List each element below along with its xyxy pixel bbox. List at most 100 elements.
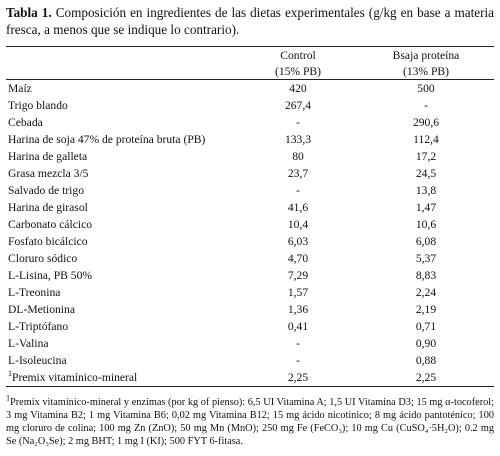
row-label: L-Triptófano (6, 318, 238, 335)
cell-text: 112,4 (413, 132, 439, 146)
cell: 0,71 (358, 318, 494, 335)
cell-text: 267,4 (284, 98, 312, 112)
cell: 1,47 (358, 199, 494, 216)
cell-text: 133,3 (284, 132, 312, 146)
cell-text: L-Triptófano (8, 319, 69, 333)
cell: - (358, 97, 494, 114)
cell-text: 80 (292, 149, 304, 163)
cell-text: Fosfato bicálcico (8, 234, 88, 248)
row-label: L-Valina (6, 335, 238, 352)
caption-text: Composición en ingredientes de las dieta… (6, 5, 494, 37)
cell-text: 4,70 (287, 251, 309, 265)
row-label: Fosfato bicálcico (6, 233, 238, 250)
cell-text: 10,6 (415, 217, 437, 231)
cell-text: 41,6 (287, 200, 309, 214)
cell: 6,03 (238, 233, 358, 250)
cell-text: Premix vitamínico-mineral (12, 370, 138, 384)
cell: 0,41 (238, 318, 358, 335)
table-row: Harina de soja 47% de proteína bruta (PB… (6, 131, 494, 148)
cell: - (238, 352, 358, 369)
cell-text: 2,24 (415, 285, 437, 299)
cell: 267,4 (238, 97, 358, 114)
table-row: Grasa mezcla 3/5 23,7 24,5 (6, 165, 494, 182)
table-row: L-Treonina 1,57 2,24 (6, 284, 494, 301)
row-label: DL-Metionina (6, 301, 238, 318)
cell-text: DL-Metionina (8, 302, 75, 316)
table-row: Cebada - 290,6 (6, 114, 494, 131)
cell-text: 2,25 (287, 370, 309, 384)
cell-text: 0,88 (415, 353, 437, 367)
cell: 23,7 (238, 165, 358, 182)
footnote-text: Premix vitamínico-mineral y enzimas (por… (6, 397, 494, 447)
table-row: Harina de galleta 80 17,2 (6, 148, 494, 165)
cell: 13,8 (358, 182, 494, 199)
cell-text: 17,2 (415, 149, 437, 163)
cell-text: Maíz (8, 81, 32, 95)
cell-text: - (296, 336, 300, 350)
table-row: Fosfato bicálcico 6,03 6,08 (6, 233, 494, 250)
cell: 17,2 (358, 148, 494, 165)
row-label: Harina de soja 47% de proteína bruta (PB… (6, 131, 238, 148)
cell: 290,6 (358, 114, 494, 131)
cell-text: 13,8 (415, 183, 437, 197)
column-name: Bsaja proteína (358, 46, 494, 63)
cell-text: - (296, 353, 300, 367)
cell-text: 6,03 (287, 234, 309, 248)
cell-text: 10,4 (287, 217, 309, 231)
table-row: Maíz 420 500 (6, 80, 494, 98)
cell: 112,4 (358, 131, 494, 148)
table-row: Cloruro sódico 4,70 5,37 (6, 250, 494, 267)
cell-text: Harina de girasol (8, 200, 88, 214)
cell-text: - (296, 183, 300, 197)
cell-text: Salvado de trigo (8, 183, 84, 197)
cell-text: 2,25 (415, 370, 437, 384)
cell: 7,29 (238, 267, 358, 284)
footnote: 1Premix vitamínico-mineral y enzimas (po… (6, 394, 494, 448)
column-sub: (13% PB) (358, 63, 494, 80)
row-label: 1Premix vitamínico-mineral (6, 369, 238, 387)
cell-text: L-Isoleucina (8, 353, 67, 367)
cell-text: 24,5 (415, 166, 437, 180)
cell-text: 500 (417, 81, 435, 95)
table-row: L-Triptófano 0,41 0,71 (6, 318, 494, 335)
cell-text: - (424, 98, 428, 112)
table-row: Carbonato cálcico 10,4 10,6 (6, 216, 494, 233)
cell-text: Harina de galleta (8, 149, 88, 163)
cell: 4,70 (238, 250, 358, 267)
row-label: Cebada (6, 114, 238, 131)
cell: 10,6 (358, 216, 494, 233)
cell: - (238, 182, 358, 199)
cell-text: 1,57 (287, 285, 309, 299)
cell: 0,90 (358, 335, 494, 352)
table-body: Maíz 420 500 Trigo blando 267,4 - Cebada - 290,6… (6, 80, 494, 387)
cell: 1,36 (238, 301, 358, 318)
cell-text: 5,37 (415, 251, 437, 265)
table-row: L-Isoleucina - 0,88 (6, 352, 494, 369)
row-label: L-Treonina (6, 284, 238, 301)
row-label: Grasa mezcla 3/5 (6, 165, 238, 182)
row-label: Trigo blando (6, 97, 238, 114)
table-row: 1Premix vitamínico-mineral 2,25 2,25 (6, 369, 494, 387)
column-name: Control (238, 46, 358, 63)
table-row: Harina de girasol 41,6 1,47 (6, 199, 494, 216)
cell-text: 23,7 (287, 166, 309, 180)
cell: 6,08 (358, 233, 494, 250)
cell: 2,25 (358, 369, 494, 387)
cell-text: 1,47 (415, 200, 437, 214)
row-label: L-Isoleucina (6, 352, 238, 369)
row-label: Carbonato cálcico (6, 216, 238, 233)
row-label: L-Lisina, PB 50% (6, 267, 238, 284)
cell-text: 8,83 (415, 268, 437, 282)
cell-text: Cloruro sódico (8, 251, 78, 265)
cell: 80 (238, 148, 358, 165)
cell-text: 420 (289, 81, 307, 95)
cell: 5,37 (358, 250, 494, 267)
cell: 2,25 (238, 369, 358, 387)
cell-text: 6,08 (415, 234, 437, 248)
table-row: L-Lisina, PB 50% 7,29 8,83 (6, 267, 494, 284)
row-label: Maíz (6, 80, 238, 98)
cell: - (238, 114, 358, 131)
cell-text: 1,36 (287, 302, 309, 316)
cell: 1,57 (238, 284, 358, 301)
cell: - (238, 335, 358, 352)
